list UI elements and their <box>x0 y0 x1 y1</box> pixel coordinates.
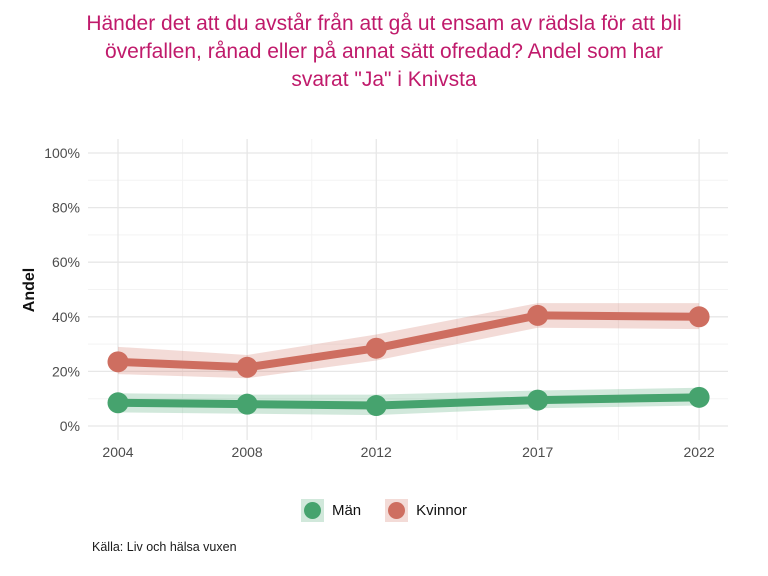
data-point <box>527 304 549 326</box>
circle-icon <box>388 502 406 519</box>
data-point <box>236 356 258 378</box>
x-tick-label: 2017 <box>522 444 553 460</box>
circle-icon <box>303 502 321 519</box>
x-tick-label: 2012 <box>361 444 392 460</box>
legend-item-women: Kvinnor <box>385 499 467 522</box>
legend-key-men-icon <box>300 499 324 522</box>
x-tick-label: 2008 <box>232 444 263 460</box>
source-caption: Källa: Liv och hälsa vuxen <box>92 540 237 554</box>
y-axis-tick-labels: 0% 20% 40% 60% 80% 100% <box>44 145 80 434</box>
data-point <box>365 337 387 359</box>
data-points-0 <box>107 386 710 417</box>
y-tick-label: 80% <box>52 200 80 216</box>
data-point <box>688 306 710 328</box>
x-tick-label: 2004 <box>102 444 133 460</box>
legend-label-men: Män <box>331 502 362 519</box>
legend-label-women: Kvinnor <box>416 502 468 519</box>
plot-area: 0% 20% 40% 60% 80% 100% 2004 2008 2012 2017 2022 <box>44 139 728 460</box>
data-point <box>236 393 258 415</box>
y-tick-label: 60% <box>52 254 80 270</box>
legend-key-women-icon <box>385 499 409 522</box>
y-tick-label: 40% <box>52 309 80 325</box>
x-axis-tick-labels: 2004 2008 2012 2017 2022 <box>102 444 714 460</box>
y-tick-label: 0% <box>60 418 80 434</box>
data-point <box>688 386 710 408</box>
y-tick-label: 100% <box>44 145 80 161</box>
chart-title: Händer det att du avstår från att gå ut … <box>86 12 682 91</box>
x-tick-label: 2022 <box>684 444 715 460</box>
y-tick-label: 20% <box>52 363 80 379</box>
data-point <box>365 395 387 417</box>
legend-item-men: Män <box>300 499 362 522</box>
gridlines-major <box>88 139 728 440</box>
data-point <box>107 392 129 414</box>
data-point <box>527 389 549 411</box>
legend: Män Kvinnor <box>0 499 768 522</box>
data-point <box>107 351 129 373</box>
data-points-1 <box>107 304 710 378</box>
